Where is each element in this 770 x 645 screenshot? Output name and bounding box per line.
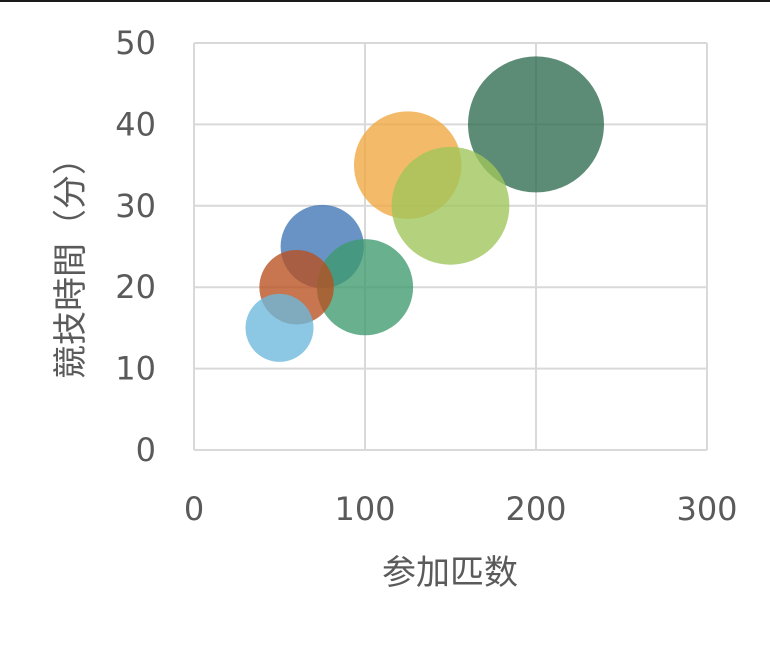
y-tick-label: 0 bbox=[136, 431, 156, 469]
bubble bbox=[391, 146, 510, 265]
x-tick-label: 200 bbox=[505, 490, 566, 528]
y-axis-title: 競技時間（分） bbox=[51, 141, 91, 379]
y-tick-label: 50 bbox=[115, 24, 156, 62]
x-axis-title: 参加匹数 bbox=[382, 553, 518, 593]
y-tick-label: 10 bbox=[115, 350, 156, 388]
x-tick-label: 0 bbox=[184, 490, 204, 528]
y-tick-label: 20 bbox=[115, 268, 156, 306]
x-tick-label: 300 bbox=[676, 490, 737, 528]
y-tick-label: 30 bbox=[115, 187, 156, 225]
bubble bbox=[468, 56, 604, 193]
y-tick-label: 40 bbox=[115, 105, 156, 143]
tick-labels: 0 10 20 30 40 50 0 100 200 300 bbox=[115, 24, 737, 528]
x-tick-label: 100 bbox=[334, 490, 395, 528]
bubble-series bbox=[245, 56, 604, 362]
bubble bbox=[316, 239, 414, 336]
bubble bbox=[245, 293, 314, 362]
